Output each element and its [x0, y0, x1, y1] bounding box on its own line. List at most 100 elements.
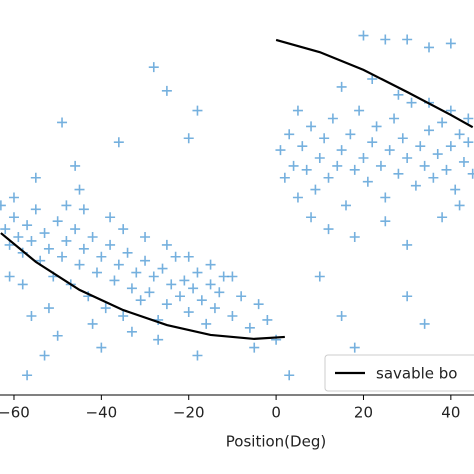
point — [109, 275, 120, 286]
point — [61, 235, 72, 246]
point — [113, 137, 124, 148]
legend-label: savable bo — [376, 365, 457, 383]
point — [336, 145, 347, 156]
point — [424, 42, 435, 53]
point — [406, 97, 417, 108]
point — [8, 192, 19, 203]
point — [306, 121, 317, 132]
point — [437, 212, 448, 223]
point — [135, 295, 146, 306]
x-tick-label: 20 — [354, 404, 373, 422]
x-tick-label: −40 — [86, 404, 118, 422]
point — [244, 322, 255, 333]
point — [384, 145, 395, 156]
point — [26, 235, 37, 246]
point — [249, 342, 260, 353]
x-tick-label: 40 — [441, 404, 460, 422]
point — [332, 160, 343, 171]
point — [419, 318, 430, 329]
point — [122, 247, 133, 258]
point — [192, 350, 203, 361]
point — [70, 224, 81, 235]
point — [148, 62, 159, 73]
point — [183, 251, 194, 262]
point — [118, 224, 129, 235]
point — [148, 271, 159, 282]
point — [13, 232, 24, 242]
point — [327, 113, 338, 124]
point — [192, 267, 203, 278]
point — [415, 141, 426, 152]
point — [450, 184, 461, 195]
point — [262, 314, 273, 325]
point — [218, 271, 229, 282]
axes-frame — [0, 394, 474, 396]
point — [174, 291, 185, 302]
point — [358, 153, 369, 163]
point — [284, 129, 295, 140]
point — [419, 160, 430, 171]
x-tick-label: 0 — [271, 404, 281, 422]
point — [0, 224, 11, 235]
point — [157, 263, 168, 274]
point — [284, 370, 295, 381]
point — [39, 350, 50, 361]
point — [319, 133, 330, 144]
point — [288, 160, 299, 171]
point — [22, 220, 33, 231]
point — [292, 192, 303, 203]
point — [340, 200, 351, 211]
point — [209, 303, 220, 314]
point — [170, 251, 181, 262]
point — [463, 137, 474, 148]
point — [349, 164, 360, 175]
point — [166, 279, 177, 290]
point — [39, 228, 50, 239]
x-tick-label: −20 — [173, 404, 205, 422]
point — [428, 172, 439, 183]
point — [279, 172, 290, 183]
point — [74, 259, 85, 270]
point — [17, 279, 28, 290]
point — [196, 295, 207, 306]
point — [91, 267, 102, 278]
point — [0, 200, 6, 211]
point — [432, 149, 443, 160]
point — [118, 311, 129, 321]
point — [43, 243, 54, 254]
point — [458, 156, 469, 167]
point — [310, 184, 321, 195]
point — [253, 299, 264, 310]
point — [402, 153, 413, 163]
point — [140, 232, 151, 242]
point — [301, 164, 312, 175]
point — [78, 243, 89, 254]
point — [96, 251, 107, 262]
point — [358, 30, 369, 41]
point — [188, 283, 199, 294]
point — [354, 105, 365, 116]
point — [314, 271, 325, 282]
point — [43, 303, 54, 314]
point — [437, 117, 448, 128]
point — [402, 34, 413, 45]
point — [57, 251, 68, 262]
point — [454, 129, 465, 140]
point — [30, 172, 41, 183]
point — [336, 81, 347, 92]
point — [402, 291, 413, 302]
point — [96, 342, 107, 353]
point — [397, 133, 408, 144]
point — [402, 239, 413, 250]
point — [161, 85, 172, 96]
point — [61, 200, 72, 211]
point — [205, 259, 216, 270]
point — [306, 212, 317, 223]
point — [424, 125, 435, 136]
point — [275, 145, 286, 156]
point — [161, 299, 172, 310]
point — [192, 105, 203, 116]
point — [463, 113, 474, 124]
point — [227, 271, 238, 282]
